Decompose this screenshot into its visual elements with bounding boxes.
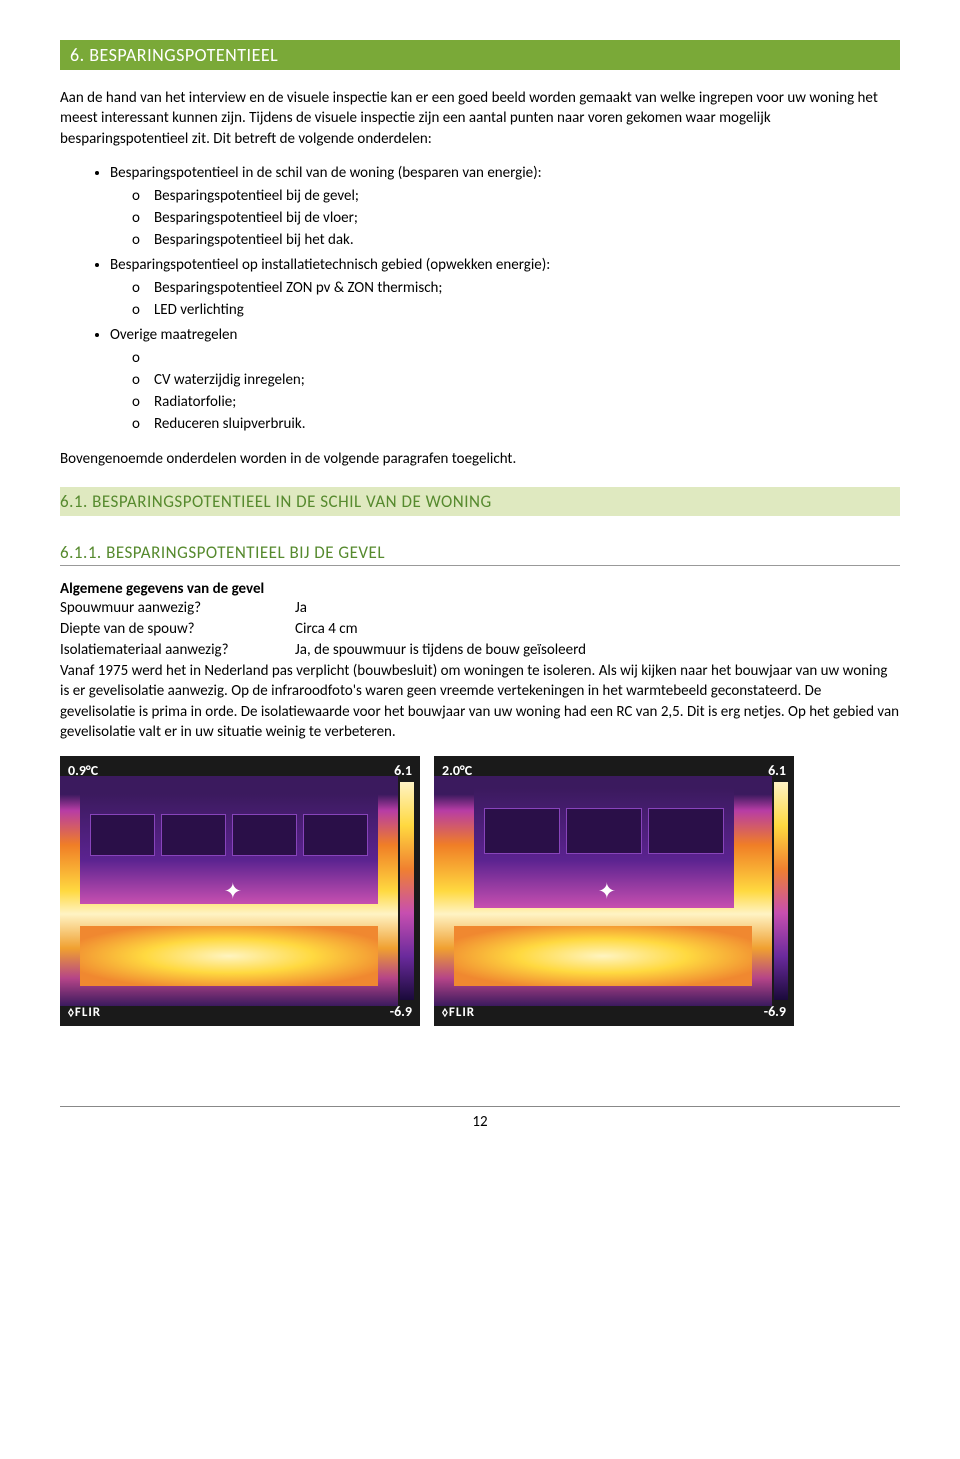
thermal-images-row: ✦ 0.9°C 6.1 -6.9 ⬨FLIR ✦ 2.0°C 6.1 -6.9 … xyxy=(60,756,900,1026)
flir-logo: ⬨FLIR xyxy=(68,1005,101,1020)
kv-label: Spouwmuur aanwezig? xyxy=(60,598,295,619)
kv-row-1: Spouwmuur aanwezig? Ja xyxy=(60,598,900,619)
bullet-2-sub-1: Besparingspotentieel ZON pv & ZON thermi… xyxy=(136,278,900,299)
crosshair-icon: ✦ xyxy=(598,878,616,905)
bullet-3-sub-2: CV waterzijdig inregelen; xyxy=(136,370,900,391)
kv-label: Isolatiemateriaal aanwezig? xyxy=(60,640,295,661)
bullet-3: Overige maatregelen CV waterzijdig inreg… xyxy=(110,325,900,435)
thermal-scale-max: 6.1 xyxy=(394,762,412,779)
section-6-1-1-para: Vanaf 1975 werd het in Nederland pas ver… xyxy=(60,661,900,742)
thermal-scale-max: 6.1 xyxy=(768,762,786,779)
flir-logo: ⬨FLIR xyxy=(442,1005,475,1020)
section-6-1-title: 6.1. BESPARINGSPOTENTIEEL IN DE SCHIL VA… xyxy=(60,487,900,516)
bullet-1-sub-3: Besparingspotentieel bij het dak. xyxy=(136,230,900,251)
thermal-scale-min: -6.9 xyxy=(764,1003,786,1020)
bullet-1-sub-2: Besparingspotentieel bij de vloer; xyxy=(136,208,900,229)
bullet-2-sub-2: LED verlichting xyxy=(136,300,900,321)
bullet-3-sub-1 xyxy=(136,348,900,369)
section-6-intro: Aan de hand van het interview en de visu… xyxy=(60,88,900,149)
bullet-list: Besparingspotentieel in de schil van de … xyxy=(60,163,900,435)
section-6-outro: Bovengenoemde onderdelen worden in de vo… xyxy=(60,449,900,469)
section-6-1-1-title: 6.1.1. BESPARINGSPOTENTIEEL BIJ DE GEVEL xyxy=(60,540,900,565)
bullet-3-sub-3: Radiatorfolie; xyxy=(136,392,900,413)
thermal-temp-tl: 2.0°C xyxy=(442,762,472,779)
section-6-title: 6. BESPARINGSPOTENTIEEL xyxy=(60,40,900,70)
bullet-1: Besparingspotentieel in de schil van de … xyxy=(110,163,900,251)
thermal-scale-min: -6.9 xyxy=(390,1003,412,1020)
bullet-2: Besparingspotentieel op installatietechn… xyxy=(110,255,900,321)
kv-value: Ja, de spouwmuur is tijdens de bouw geïs… xyxy=(295,640,900,661)
crosshair-icon: ✦ xyxy=(224,878,242,905)
thermal-temp-tl: 0.9°C xyxy=(68,762,98,779)
kv-value: Ja xyxy=(295,598,900,619)
kv-row-2: Diepte van de spouw? Circa 4 cm xyxy=(60,619,900,640)
bullet-1-sub-1: Besparingspotentieel bij de gevel; xyxy=(136,186,900,207)
page-footer: 12 xyxy=(60,1106,900,1131)
kv-row-3: Isolatiemateriaal aanwezig? Ja, de spouw… xyxy=(60,640,900,661)
thermal-scale xyxy=(774,782,788,1000)
thermal-image-2: ✦ 2.0°C 6.1 -6.9 ⬨FLIR xyxy=(434,756,794,1026)
thermal-scale xyxy=(400,782,414,1000)
bullet-3-sub-4: Reduceren sluipverbruik. xyxy=(136,414,900,435)
gevel-subtitle: Algemene gegevens van de gevel xyxy=(60,580,900,598)
page-number: 12 xyxy=(472,1113,487,1131)
kv-value: Circa 4 cm xyxy=(295,619,900,640)
kv-label: Diepte van de spouw? xyxy=(60,619,295,640)
thermal-image-1: ✦ 0.9°C 6.1 -6.9 ⬨FLIR xyxy=(60,756,420,1026)
